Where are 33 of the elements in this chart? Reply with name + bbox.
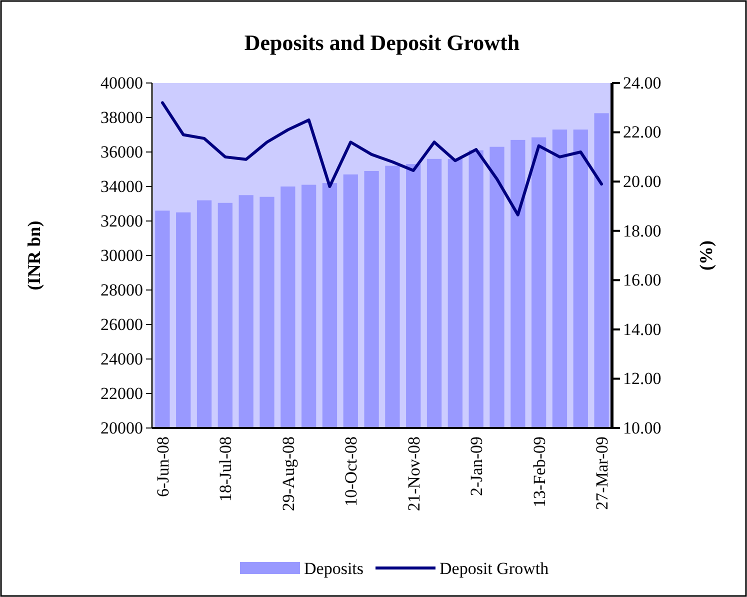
y2-tick-label: 10.00 (623, 418, 662, 438)
y2-tick-label: 22.00 (623, 122, 662, 142)
y-tick-label: 40000 (100, 73, 143, 92)
y-tick-label: 32000 (100, 211, 143, 230)
y2-axis-title: (%) (696, 240, 716, 270)
y-tick-label: 34000 (100, 176, 143, 196)
y-tick-label: 28000 (100, 280, 143, 300)
legend-label: Deposit Growth (440, 559, 550, 578)
y2-tick-label: 16.00 (623, 270, 662, 290)
y2-tick-label: 20.00 (623, 172, 662, 192)
x-tick-label: 6-Jun-08 (153, 436, 172, 497)
y2-tick-label: 14.00 (623, 320, 662, 339)
legend-label: Deposits (304, 559, 364, 578)
x-tick-label: 18-Jul-08 (216, 436, 236, 502)
x-tick-label: 21-Nov-08 (404, 436, 424, 512)
y2-tick-label: 12.00 (623, 369, 662, 388)
x-tick-label: 27-Mar-09 (592, 436, 612, 510)
y-tick-label: 30000 (100, 246, 143, 265)
line-series (160, 101, 604, 216)
y-axis-title: (INR bn) (24, 220, 44, 290)
x-tick-label: 2-Jan-09 (467, 436, 486, 496)
y-tick-label: 26000 (100, 314, 143, 334)
y-tick-label: 38000 (100, 108, 143, 127)
y2-tick-label: 18.00 (623, 221, 662, 240)
x-tick-label: 29-Aug-08 (278, 436, 298, 512)
y2-tick-label: 24.00 (623, 73, 662, 92)
y-tick-label: 22000 (100, 384, 143, 403)
y-tick-label: 20000 (100, 418, 143, 438)
y-tick-label: 36000 (100, 142, 143, 162)
x-tick-label: 13-Feb-09 (530, 436, 549, 508)
x-tick-label: 10-Oct-08 (342, 436, 361, 506)
chart-title: Deposits and Deposit Growth (244, 30, 520, 55)
y-tick-label: 24000 (100, 349, 143, 368)
